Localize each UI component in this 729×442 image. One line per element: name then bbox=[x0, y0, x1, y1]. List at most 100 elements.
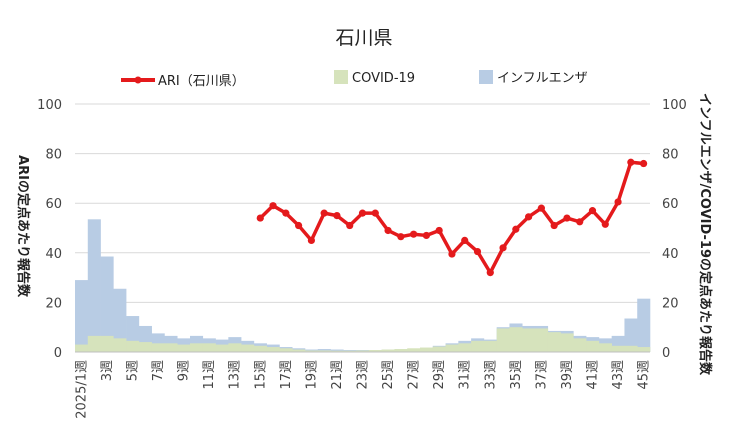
covid-bar bbox=[483, 340, 497, 352]
covid-bar bbox=[522, 328, 536, 352]
y-axis-left: 0 20 40 60 80 100 bbox=[37, 98, 62, 361]
covid-bar bbox=[305, 350, 319, 352]
covid-bar bbox=[266, 347, 280, 352]
x-tick-label: 15週 bbox=[253, 360, 268, 390]
influenza-bar bbox=[624, 318, 638, 352]
y-axis-right-title: インフルエンザ/COVID-19の定点あたり報告数 bbox=[697, 93, 713, 376]
covid-bar bbox=[598, 343, 612, 352]
ari-point bbox=[448, 250, 456, 258]
covid-bar bbox=[202, 343, 216, 352]
ari-point bbox=[614, 198, 622, 206]
x-tick-label: 13週 bbox=[228, 360, 243, 390]
y-axis-left-title: ARIの定点あたり報告数 bbox=[15, 155, 31, 298]
x-tick-label: 37週 bbox=[534, 360, 549, 390]
ari-point bbox=[358, 209, 367, 217]
x-tick-label: 17週 bbox=[279, 360, 294, 390]
y-right-tick-label: 40 bbox=[662, 247, 679, 262]
ari-point bbox=[473, 247, 482, 256]
x-tick-label: 21週 bbox=[330, 360, 345, 390]
covid-bar bbox=[471, 340, 485, 352]
y-axis-right: 0 20 40 60 80 100 bbox=[662, 98, 687, 361]
covid-bar bbox=[611, 345, 625, 352]
y-left-tick-label: 20 bbox=[45, 296, 62, 311]
covid-bar bbox=[535, 328, 549, 352]
legend-ari-marker bbox=[134, 76, 142, 84]
covid-bar bbox=[177, 344, 191, 352]
ari-point bbox=[422, 231, 430, 240]
covid-bar bbox=[343, 350, 357, 352]
y-right-tick-label: 100 bbox=[662, 98, 687, 113]
covid-bar bbox=[215, 344, 229, 352]
ari-point bbox=[333, 212, 341, 220]
covid-bar bbox=[560, 333, 574, 352]
ari-point bbox=[410, 230, 418, 238]
influenza-bar bbox=[75, 280, 89, 352]
ari-point bbox=[627, 158, 635, 166]
y-right-tick-label: 20 bbox=[662, 296, 679, 311]
ari-point bbox=[384, 226, 392, 235]
x-tick-label: 23週 bbox=[356, 360, 371, 390]
covid-bar bbox=[368, 350, 382, 352]
covid-bar bbox=[75, 344, 89, 352]
covid-bar bbox=[228, 343, 242, 352]
x-tick-label: 35週 bbox=[509, 360, 524, 390]
covid-bar bbox=[151, 343, 165, 352]
ari-point bbox=[371, 209, 379, 217]
ari-point bbox=[295, 221, 303, 230]
y-right-tick-label: 60 bbox=[662, 197, 679, 212]
covid-bar bbox=[445, 344, 459, 352]
x-tick-label: 11週 bbox=[202, 360, 217, 390]
covid-bar bbox=[292, 349, 306, 352]
legend-item-covid: COVID-19 bbox=[334, 70, 415, 86]
ari-point bbox=[461, 236, 469, 244]
ari-point bbox=[537, 204, 545, 212]
ari-point bbox=[563, 214, 571, 222]
x-tick-label: 31週 bbox=[458, 360, 473, 390]
covid-bar bbox=[496, 328, 510, 352]
ari-point bbox=[282, 209, 290, 217]
ari-point bbox=[512, 225, 520, 233]
y-left-tick-label: 100 bbox=[37, 98, 62, 113]
ari-line-group bbox=[256, 158, 648, 277]
covid-bar bbox=[432, 346, 446, 352]
ari-point bbox=[588, 207, 597, 215]
chart-title: 石川県 bbox=[335, 27, 392, 49]
covid-bar bbox=[138, 342, 152, 352]
y-left-tick-label: 0 bbox=[54, 346, 62, 361]
legend-covid-swatch bbox=[334, 70, 348, 84]
covid-bar bbox=[586, 340, 600, 352]
covid-bar bbox=[509, 327, 523, 352]
ari-point bbox=[576, 218, 584, 226]
y-left-tick-label: 40 bbox=[45, 247, 62, 262]
ari-point bbox=[550, 221, 558, 230]
ari-point bbox=[486, 269, 494, 277]
influenza-bar bbox=[87, 219, 101, 352]
covid-bar bbox=[317, 350, 331, 352]
x-tick-label: 33週 bbox=[483, 360, 498, 390]
y-right-tick-label: 80 bbox=[662, 148, 679, 163]
covid-bar bbox=[126, 340, 140, 352]
x-tick-label: 9週 bbox=[177, 360, 192, 381]
covid-bar bbox=[330, 350, 344, 352]
legend-influenza-label: インフルエンザ bbox=[497, 71, 588, 86]
ari-point bbox=[435, 226, 443, 235]
ari-point bbox=[525, 213, 533, 221]
legend-item-influenza: インフルエンザ bbox=[479, 70, 588, 86]
x-tick-label: 39週 bbox=[560, 360, 575, 390]
covid-bar bbox=[100, 335, 114, 352]
ari-point bbox=[307, 236, 315, 244]
legend-ari-label: ARI（石川県） bbox=[158, 74, 245, 89]
covid-bar bbox=[190, 343, 204, 352]
covid-bar bbox=[87, 335, 101, 352]
x-tick-label: 45週 bbox=[637, 360, 652, 390]
x-tick-label: 19週 bbox=[304, 360, 319, 390]
influenza-bar bbox=[100, 256, 114, 352]
covid-bar bbox=[420, 347, 434, 352]
ari-point bbox=[346, 221, 354, 230]
covid-bar bbox=[547, 332, 561, 352]
covid-bar bbox=[381, 349, 395, 352]
x-tick-label: 7週 bbox=[151, 360, 166, 381]
bars bbox=[75, 219, 651, 352]
